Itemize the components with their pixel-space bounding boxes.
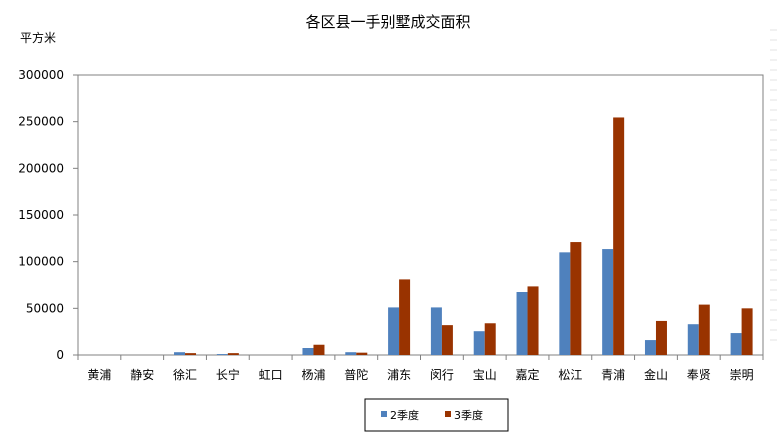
bars: [174, 117, 753, 355]
plot-area: [77, 74, 764, 356]
x-tick-label: 宝山: [473, 368, 497, 382]
x-axis: 黄浦 静安 徐汇 长宁 虹口 杨浦 普陀 浦东 闵行 宝山 嘉定 松江 青浦 金山 奉贤 崇明: [77, 355, 764, 382]
bar-2q-13: [644, 340, 656, 355]
y-tick-label: 0: [56, 348, 64, 362]
bar-3q-5: [313, 344, 325, 355]
y-tick-label: 200000: [18, 161, 64, 175]
bar-2q-14: [687, 324, 699, 355]
x-tick-label: 静安: [130, 367, 154, 382]
bar-2q-8: [430, 307, 442, 355]
x-tick-label: 松江: [558, 368, 582, 382]
bar-3q-12: [613, 117, 625, 355]
y-tick-label: 250000: [18, 115, 64, 129]
bar-2q-12: [602, 249, 614, 355]
x-tick-label: 黄浦: [87, 368, 111, 382]
bar-2q-10: [516, 292, 528, 355]
bar-3q-11: [570, 242, 582, 355]
bar-2q-3: [216, 354, 228, 355]
x-tick-label: 金山: [644, 367, 668, 382]
x-tick-label: 青浦: [601, 368, 625, 382]
x-tick-label: 奉贤: [687, 368, 711, 382]
x-tick-label: 普陀: [344, 367, 368, 382]
bar-3q-14: [698, 304, 710, 355]
bar-2q-9: [473, 331, 485, 355]
bar-3q-9: [484, 323, 496, 355]
x-tick-label: 长宁: [216, 367, 240, 382]
y-tick-label: 300000: [18, 68, 64, 82]
x-tick-label: 虹口: [259, 368, 283, 382]
legend: 2季度 3季度: [364, 398, 509, 432]
x-tick-label: 杨浦: [301, 367, 325, 382]
x-tick-label: 徐汇: [173, 367, 197, 382]
bar-2q-2: [174, 352, 186, 355]
chart-title: 各区县一手别墅成交面积: [305, 13, 470, 31]
bar-3q-3: [227, 353, 239, 355]
x-tick-label: 嘉定: [516, 367, 540, 382]
legend-label-3q: 3季度: [454, 408, 483, 422]
bar-2q-11: [559, 252, 571, 355]
bar-2q-7: [388, 307, 400, 355]
x-tick-label: 闵行: [430, 367, 454, 382]
bar-2q-6: [345, 352, 357, 355]
legend-label-2q: 2季度: [390, 408, 419, 422]
y-tick-label: 150000: [18, 208, 64, 222]
bar-3q-15: [741, 308, 753, 355]
bar-3q-8: [441, 325, 453, 355]
bar-3q-6: [356, 352, 368, 355]
x-tick-label: 浦东: [387, 368, 411, 382]
legend-swatch-2q: [381, 411, 387, 417]
bar-3q-2: [185, 353, 197, 355]
y-axis: 0 50000 100000 150000 200000 250000 300000: [18, 68, 78, 362]
bar-2q-5: [302, 348, 314, 355]
bar-2q-15: [730, 333, 742, 355]
bar-3q-10: [527, 286, 539, 355]
right-edge-marks: [770, 29, 777, 341]
legend-box: [364, 398, 509, 432]
bar-3q-13: [655, 320, 667, 355]
y-tick-label: 100000: [18, 255, 64, 269]
bar-3q-7: [399, 279, 411, 355]
legend-swatch-3q: [445, 411, 451, 417]
y-tick-label: 50000: [26, 301, 64, 315]
x-tick-label: 崇明: [730, 368, 754, 382]
y-axis-unit-label: 平方米: [20, 30, 56, 45]
